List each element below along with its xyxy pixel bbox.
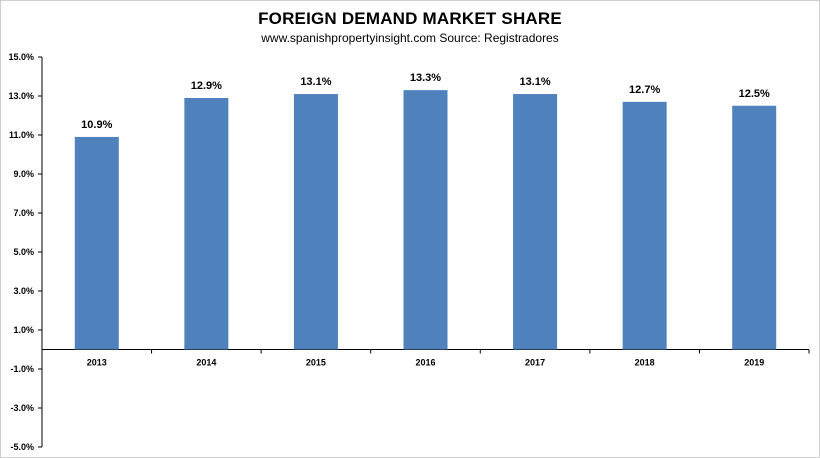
y-tick-label: 7.0%: [13, 208, 34, 218]
data-label: 13.1%: [300, 76, 331, 88]
bar: [184, 97, 229, 350]
bar: [732, 105, 777, 350]
bar: [513, 94, 558, 350]
y-tick-label: 13.0%: [8, 91, 34, 101]
x-tick-label: 2015: [306, 358, 326, 368]
y-tick-label: 15.0%: [8, 52, 34, 62]
y-tick-label: 9.0%: [13, 169, 34, 179]
data-label: 13.3%: [410, 72, 441, 84]
bar: [622, 101, 667, 350]
data-label: 12.7%: [629, 84, 660, 96]
y-tick-label: -5.0%: [10, 442, 34, 452]
y-tick-label: -3.0%: [10, 403, 34, 413]
x-tick-label: 2018: [635, 358, 655, 368]
data-label: 10.9%: [81, 119, 112, 131]
y-tick-label: 3.0%: [13, 286, 34, 296]
x-tick-label: 2017: [525, 358, 545, 368]
y-tick-label: 11.0%: [9, 130, 34, 140]
chart-subtitle: www.spanishpropertyinsight.com Source: R…: [261, 31, 559, 45]
y-tick-label: 5.0%: [13, 247, 34, 257]
x-tick-label: 2014: [196, 358, 216, 368]
y-tick-label: 1.0%: [13, 325, 34, 335]
bar: [74, 136, 119, 350]
bar: [293, 94, 338, 350]
chart-title: FOREIGN DEMAND MARKET SHARE: [258, 9, 562, 28]
y-tick-label: -1.0%: [10, 364, 34, 374]
data-label: 12.9%: [191, 80, 222, 92]
data-label: 12.5%: [739, 88, 770, 100]
x-tick-label: 2016: [415, 358, 435, 368]
data-label: 13.1%: [519, 76, 550, 88]
bar: [403, 90, 448, 350]
x-tick-label: 2019: [744, 358, 764, 368]
x-tick-label: 2013: [87, 358, 107, 368]
